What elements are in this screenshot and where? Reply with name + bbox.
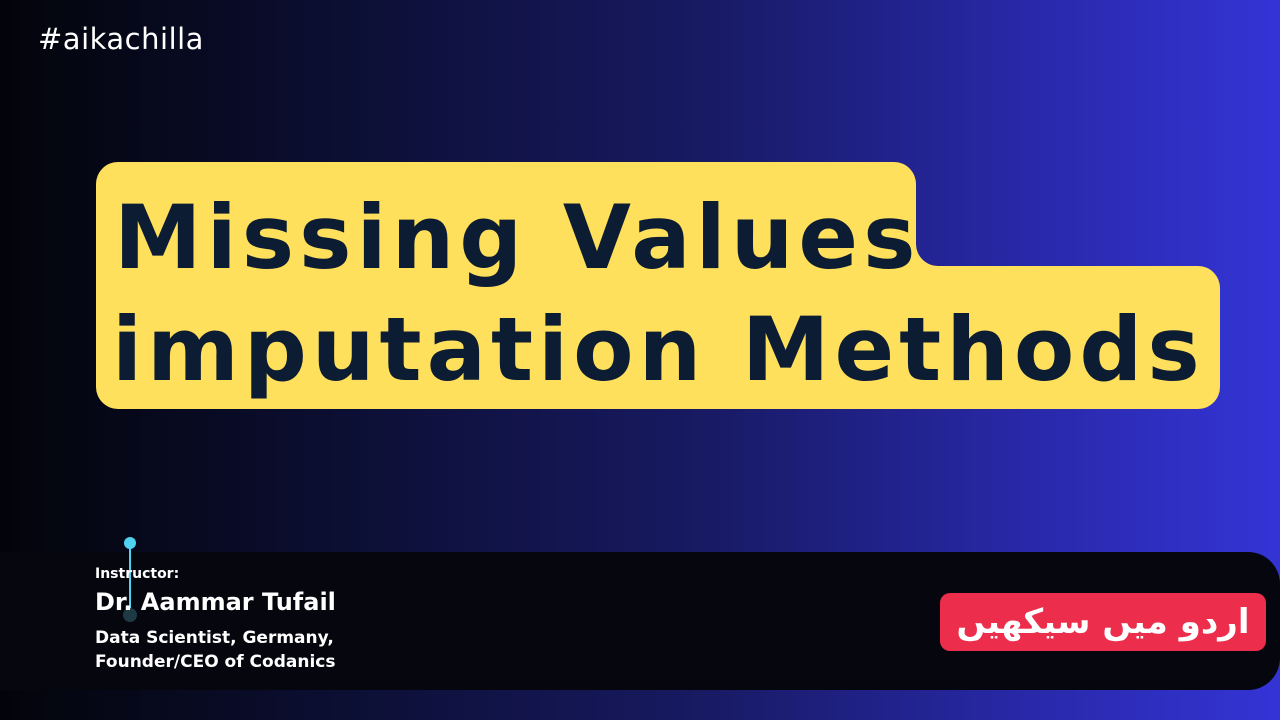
accent-knob-icon [123,608,137,622]
instructor-role: Data Scientist, Germany, Founder/CEO of … [95,626,335,674]
hashtag-label: #aikachilla [38,22,204,56]
accent-line [129,548,131,614]
instructor-label: Instructor: [95,566,180,582]
instructor-role-line-2: Founder/CEO of Codanics [95,652,336,672]
accent-dot-icon [124,537,136,549]
instructor-role-line-1: Data Scientist, Germany, [95,628,334,648]
urdu-badge: اردو میں سیکھیں [940,593,1266,651]
title-line-1: Missing Values [96,162,916,302]
title-notch-curve [916,162,976,266]
instructor-name: Dr. Aammar Tufail [95,588,336,616]
